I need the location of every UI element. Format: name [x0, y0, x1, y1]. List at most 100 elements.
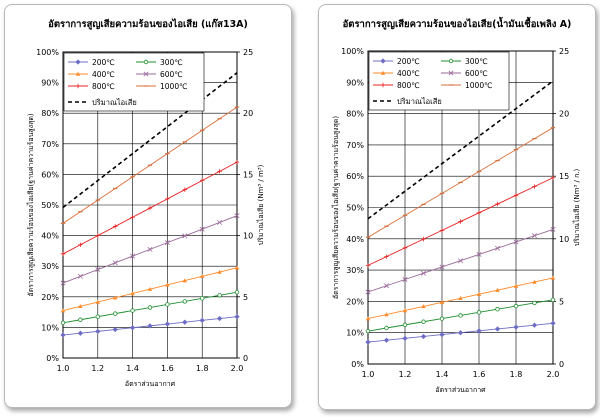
y-tick-label: 10%	[41, 323, 59, 332]
x-tick-label: 2.0	[231, 364, 244, 373]
y2-tick-label: 25	[559, 47, 569, 56]
data-point	[113, 295, 118, 300]
data-point	[532, 184, 537, 189]
data-point	[421, 319, 426, 324]
data-point	[60, 332, 66, 338]
y-tick-label: 40%	[346, 235, 364, 244]
legend-item: 600℃	[441, 69, 488, 78]
data-point	[439, 228, 445, 233]
y-tick-label: 80%	[346, 110, 364, 119]
y-tick-label: 70%	[41, 140, 59, 149]
legend-item: 200℃	[373, 57, 420, 66]
data-point	[199, 226, 205, 232]
x-tick-label: 1.0	[362, 370, 375, 379]
data-point	[112, 260, 118, 266]
data-point	[402, 335, 408, 341]
data-point	[199, 296, 205, 301]
series-group	[60, 265, 240, 313]
y2-tick-label: 5	[243, 293, 248, 302]
data-point	[130, 215, 135, 220]
data-point	[60, 251, 66, 257]
data-point	[365, 289, 371, 295]
series-group	[365, 226, 556, 295]
data-point	[182, 233, 188, 239]
y2-tick-label: 10	[243, 232, 253, 241]
data-point	[199, 317, 205, 323]
data-point	[113, 224, 118, 229]
chart-panel-fuel-oil-a: อัตราการสูญเสียความร้อนของไอเสีย(น้ำมันเ…	[318, 4, 596, 410]
legend-item: ปริมาณไอเสีย	[68, 98, 137, 107]
series-group	[62, 72, 238, 209]
data-point	[458, 258, 463, 264]
data-point	[532, 279, 537, 284]
legend-label: 200℃	[92, 58, 115, 67]
x-tick-label: 1.2	[399, 370, 412, 379]
legend-label: 800℃	[92, 82, 115, 91]
data-point	[439, 316, 445, 321]
legend-item: 1000℃	[136, 82, 188, 91]
legend-item: 300℃	[441, 57, 488, 66]
legend-item: 800℃	[68, 82, 115, 91]
data-point	[234, 290, 240, 295]
series-group	[60, 314, 240, 338]
data-point	[217, 269, 222, 274]
data-point	[143, 59, 149, 65]
y2-tick-label: 10	[559, 235, 569, 244]
series-group	[365, 175, 556, 268]
chart-title: อัตราการสูญเสียความร้อนของไอเสีย(น้ำมันเ…	[343, 16, 572, 31]
data-point	[495, 307, 500, 312]
data-point	[75, 59, 81, 65]
data-point	[384, 254, 389, 259]
line-chart: อัตราการสูญเสียความร้อนของไอเสีย (แก๊ส13…	[26, 18, 265, 388]
x-tick-label: 1.4	[126, 364, 139, 373]
data-point	[95, 299, 100, 304]
data-point	[182, 278, 187, 283]
y2-tick-label: 25	[243, 48, 253, 57]
y2-tick-label: 20	[243, 109, 253, 118]
y-tick-label: 40%	[41, 232, 59, 241]
legend: 200℃ 300℃ 400℃ 600℃ 800℃ 1000℃ ปริมาณไอเสีย	[63, 52, 205, 112]
data-point	[234, 213, 240, 219]
data-point	[513, 283, 519, 288]
data-point	[550, 297, 556, 303]
y-tick-label: 30%	[346, 266, 364, 275]
data-point	[458, 313, 463, 318]
data-point	[495, 287, 500, 292]
data-point	[147, 323, 153, 329]
data-point	[200, 178, 205, 183]
series-group	[367, 80, 554, 220]
data-point	[75, 83, 81, 89]
legend-box	[63, 52, 205, 112]
data-point	[234, 314, 240, 320]
y-tick-label: 20%	[346, 297, 364, 306]
data-point	[217, 219, 223, 225]
data-point	[77, 330, 84, 336]
x-tick-label: 1.8	[510, 370, 523, 379]
data-point	[383, 337, 390, 343]
data-point	[365, 328, 371, 334]
y-tick-label: 90%	[41, 79, 59, 88]
series-group	[365, 320, 556, 345]
y-tick-label: 90%	[346, 78, 364, 87]
data-point	[448, 70, 454, 76]
data-point	[77, 273, 83, 279]
data-point	[495, 201, 500, 207]
x-tick-label: 1.2	[91, 364, 104, 373]
y2-tick-label: 15	[559, 172, 569, 181]
legend-label: 1000℃	[465, 81, 493, 90]
data-point	[165, 196, 170, 202]
data-point	[78, 242, 83, 247]
data-point	[95, 314, 100, 319]
data-point	[476, 292, 482, 296]
data-point	[513, 324, 519, 330]
series-group	[365, 297, 556, 334]
x-tick-label: 1.8	[196, 364, 209, 373]
legend-label: 1000℃	[160, 82, 188, 91]
legend-label: 800℃	[397, 81, 420, 90]
data-point	[365, 339, 371, 345]
data-point	[532, 233, 537, 239]
data-point	[217, 293, 222, 298]
data-point	[78, 317, 83, 322]
y-tick-label: 80%	[41, 109, 59, 118]
data-point	[448, 58, 454, 64]
